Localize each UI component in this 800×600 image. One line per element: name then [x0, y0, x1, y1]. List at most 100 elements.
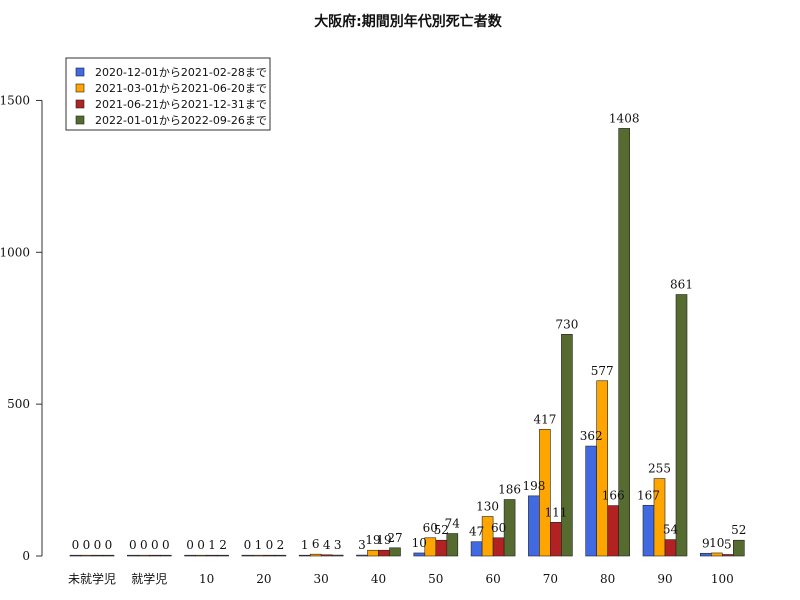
bar: [69, 554, 82, 557]
data-label: 60: [491, 521, 506, 535]
bar: [435, 539, 448, 557]
data-label: 3: [358, 538, 366, 552]
x-tick-label: 就学児: [131, 571, 167, 586]
bar: [356, 554, 368, 557]
data-label: 0: [140, 538, 148, 552]
bar: [102, 554, 115, 557]
data-label: 0: [83, 538, 91, 552]
bar: [91, 554, 104, 557]
data-label: 1408: [609, 111, 640, 125]
bar: [138, 554, 150, 557]
bar: [160, 554, 172, 557]
bar: [320, 554, 333, 557]
data-label: 2: [219, 538, 227, 552]
legend-box: [65, 57, 271, 131]
legend-label: 2022-01-01から2022-09-26まで: [95, 114, 267, 127]
legend: 2020-12-01から2021-02-28まで 2021-03-01から2021…: [65, 57, 271, 131]
x-tick-label: 100: [711, 572, 734, 586]
data-label: 74: [445, 517, 461, 531]
data-label: 54: [663, 523, 679, 537]
y-tick-label: 0: [22, 549, 30, 563]
data-label: 0: [72, 538, 80, 552]
data-label: 19: [376, 533, 391, 547]
data-label: 861: [670, 278, 693, 292]
data-label: 0: [105, 538, 113, 552]
data-label: 0: [266, 538, 274, 552]
bar: [309, 553, 322, 557]
data-label: 1: [255, 538, 263, 552]
data-label: 19: [365, 533, 380, 547]
y-tick-label: 1500: [0, 93, 30, 107]
bar: [710, 552, 723, 557]
data-label: 27: [387, 531, 402, 545]
x-tick-label: 10: [199, 572, 214, 586]
data-label: 0: [186, 538, 194, 552]
data-label: 6: [312, 537, 320, 551]
chart-title: 大阪府:期間別年代別死亡者数: [314, 13, 503, 30]
data-label: 0: [94, 538, 102, 552]
bars: [69, 128, 745, 557]
legend-swatch: [75, 99, 85, 109]
bar: [241, 554, 254, 557]
x-tick-label: 70: [543, 572, 558, 586]
bar: [274, 554, 287, 557]
data-label: 1: [208, 538, 216, 552]
legend-label: 2021-03-01から2021-06-20まで: [95, 82, 267, 95]
bar: [732, 539, 745, 557]
bar: [298, 554, 311, 557]
data-label: 0: [151, 538, 159, 552]
data-label: 9: [702, 536, 710, 550]
data-label: 198: [522, 479, 545, 493]
data-label: 0: [162, 538, 170, 552]
data-label: 52: [434, 523, 449, 537]
bar: [367, 549, 379, 557]
bar: [206, 554, 218, 557]
bar: [664, 539, 677, 557]
data-label: 186: [498, 483, 521, 497]
bar: [528, 495, 540, 557]
legend-label: 2020-12-01から2021-02-28まで: [95, 66, 267, 79]
bar: [503, 499, 516, 557]
bar: [263, 554, 276, 557]
data-label: 577: [591, 364, 614, 378]
bar: [596, 380, 609, 557]
bar: [331, 554, 344, 557]
legend-label: 2021-06-21から2021-12-31まで: [95, 98, 267, 111]
data-label: 60: [423, 521, 438, 535]
data-label: 362: [580, 429, 603, 443]
data-label: 5: [724, 537, 732, 551]
bar: [80, 554, 93, 557]
bar: [149, 554, 161, 557]
data-label: 10: [709, 536, 724, 550]
bar: [195, 554, 207, 557]
data-label: 0: [197, 538, 205, 552]
y-tick-label: 1000: [0, 245, 30, 259]
data-label: 1: [301, 538, 309, 552]
bar: [539, 429, 551, 557]
bar: [618, 128, 631, 557]
bar: [217, 554, 229, 557]
data-label: 166: [602, 489, 625, 503]
data-label: 417: [533, 412, 556, 426]
data-label: 255: [648, 462, 671, 476]
bar: [378, 549, 390, 557]
bar: [585, 445, 598, 557]
bar: [675, 294, 688, 557]
bar: [721, 554, 734, 557]
x-axis-labels: 未就学児 就学児 10 20 30 40 50 60 70 80 90 100: [68, 571, 734, 586]
bar: [446, 533, 459, 557]
data-label: 52: [731, 523, 746, 537]
data-label: 2: [277, 538, 285, 552]
x-tick-label: 20: [256, 572, 271, 586]
data-label: 167: [637, 488, 660, 502]
x-tick-label: 80: [600, 572, 615, 586]
data-label: 4: [323, 538, 331, 552]
bar: [127, 554, 139, 557]
bar: [653, 478, 666, 557]
data-label: 0: [129, 538, 137, 552]
bar: [550, 521, 562, 557]
bar: [642, 504, 655, 557]
data-label: 130: [476, 500, 499, 514]
bar: [470, 541, 483, 557]
